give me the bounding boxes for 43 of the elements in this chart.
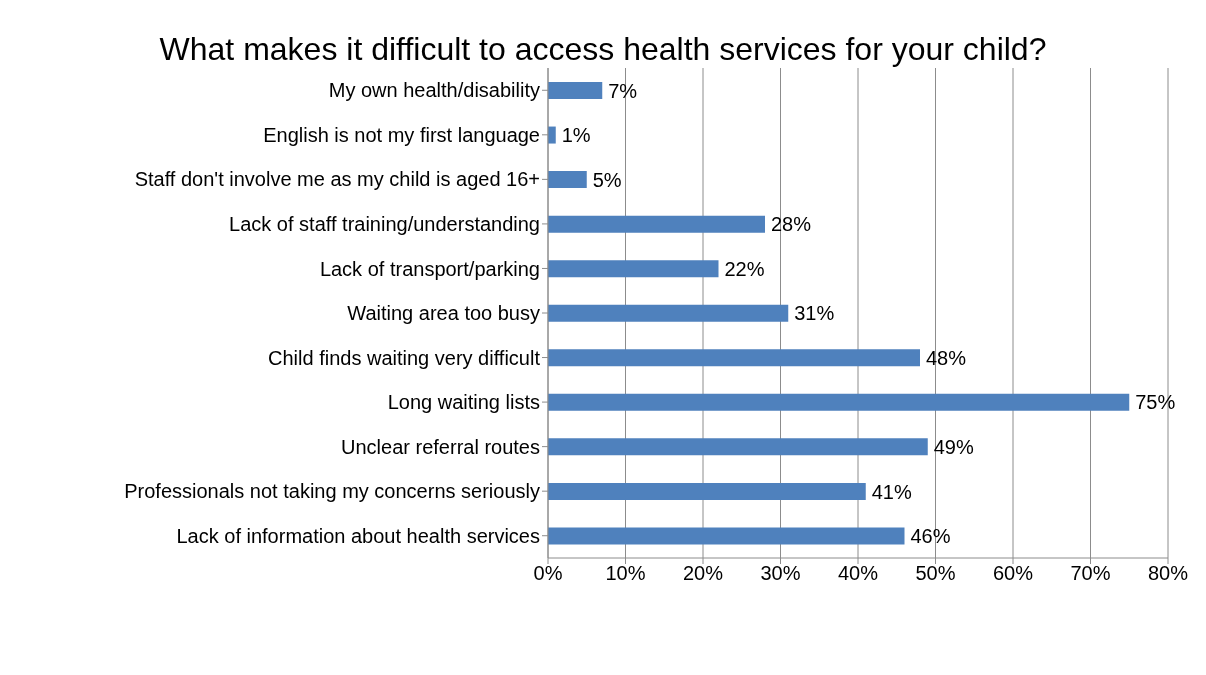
bar [548, 349, 920, 367]
bar [548, 171, 587, 189]
data-label: 46% [910, 525, 951, 548]
y-tick-label: Child finds waiting very difficult [268, 346, 541, 369]
y-tick-label: Professionals not taking my concerns seriously [124, 480, 540, 503]
data-label: 41% [871, 480, 912, 503]
bar [548, 260, 719, 278]
bar [548, 438, 928, 456]
data-label: 31% [794, 302, 835, 325]
data-label: 5% [592, 168, 622, 191]
data-label: 75% [1135, 391, 1176, 414]
bar [548, 527, 905, 545]
x-tick-label: 70% [1070, 562, 1111, 585]
data-label: 49% [933, 435, 974, 458]
y-tick-label: My own health/disability [328, 79, 540, 102]
x-tick-label: 30% [760, 562, 801, 585]
y-tick-label: Lack of staff training/understanding [229, 213, 540, 236]
data-label: 22% [724, 257, 765, 280]
y-tick-label: Waiting area too busy [347, 302, 540, 325]
x-tick-label: 50% [915, 562, 956, 585]
y-tick-label: Long waiting lists [387, 391, 540, 414]
bar [548, 126, 556, 144]
y-tick-label: Unclear referral routes [341, 435, 540, 458]
bar [548, 82, 603, 99]
data-label: 1% [561, 124, 591, 147]
data-label: 48% [926, 346, 967, 369]
x-tick-label: 10% [605, 562, 646, 585]
y-tick-label: Lack of transport/parking [319, 257, 540, 280]
y-tick-label: English is not my first language [263, 123, 540, 146]
data-label: 7% [608, 79, 638, 102]
y-tick-label: Staff don't involve me as my child is aged 16+ [134, 168, 540, 191]
x-tick-label: 20% [682, 562, 724, 585]
x-tick-label: 40% [837, 562, 879, 585]
x-tick-label: 60% [992, 562, 1034, 585]
bar [548, 304, 789, 322]
bar [548, 393, 1130, 411]
y-tick-label: Lack of information about health services [176, 524, 540, 547]
x-tick-label: 0% [533, 562, 563, 585]
bar [548, 482, 866, 500]
chart-title: What makes it difficult to access health services for your child? [158, 30, 1048, 68]
bar [548, 215, 765, 233]
data-label: 28% [771, 213, 812, 236]
x-tick-label: 80% [1147, 562, 1189, 585]
